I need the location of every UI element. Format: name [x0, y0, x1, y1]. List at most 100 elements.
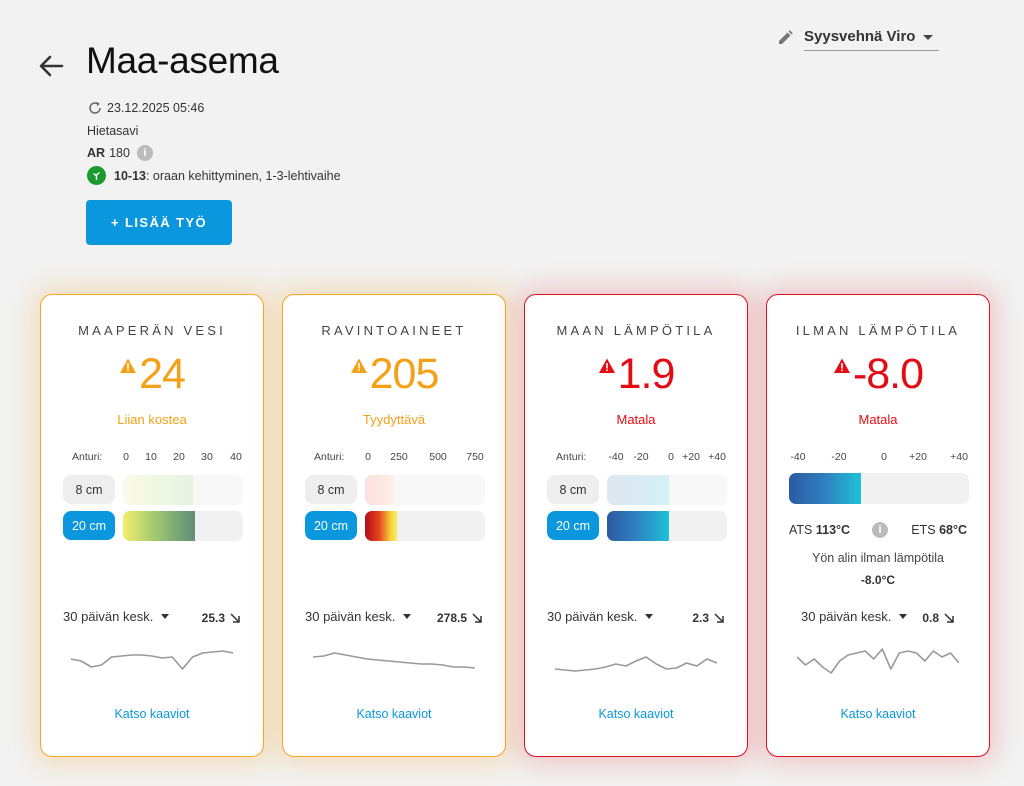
- scale-tick: 10: [145, 451, 157, 463]
- card-value: 24: [41, 350, 263, 399]
- sensor-bar-8cm: [123, 475, 243, 505]
- station-meta: 23.12.2025 05:46 Hietasavi AR 180 i 10-1…: [87, 97, 341, 187]
- card-title: ILMAN LÄMPÖTILA: [795, 323, 961, 338]
- sparkline-path: [797, 648, 959, 674]
- card-title: RAVINTOAINEET: [321, 323, 467, 338]
- stage-description: : oraan kehittyminen, 1-3-lehtivaihe: [145, 168, 341, 183]
- view-charts-link[interactable]: Katso kaaviot: [598, 707, 674, 721]
- sparkline-chart: [313, 652, 475, 669]
- trend-down-arrow-icon: [714, 613, 724, 623]
- air-temp-bar: [789, 473, 969, 504]
- scale-tick: 0: [365, 451, 371, 463]
- ar-label: AR: [87, 146, 106, 160]
- sensor-bar-8cm: [365, 475, 485, 505]
- scale-label: Anturi:: [72, 451, 103, 463]
- scale-tick: 250: [390, 451, 408, 463]
- scale-tick: +20: [682, 451, 700, 463]
- sparkline-path: [555, 656, 717, 672]
- view-charts-link[interactable]: Katso kaaviot: [114, 707, 190, 721]
- scale-tick: +40: [950, 451, 968, 463]
- sensor-bar-8cm: [607, 475, 727, 505]
- back-button[interactable]: [36, 50, 68, 82]
- view-charts-link[interactable]: Katso kaaviot: [840, 707, 916, 721]
- depth-toggle-20cm[interactable]: 20 cm: [305, 511, 357, 540]
- updated-timestamp: 23.12.2025 05:46: [107, 101, 205, 115]
- scale-tick: -20: [633, 451, 649, 463]
- depth-toggle-8cm[interactable]: 8 cm: [63, 475, 115, 504]
- avg-value: 2.3: [692, 611, 725, 625]
- depth-toggle-20cm[interactable]: 20 cm: [63, 511, 115, 540]
- stage-code: 10-13: [114, 168, 146, 183]
- plant-stage-icon: [87, 166, 106, 186]
- warning-triangle-icon: [833, 358, 850, 373]
- avg-period-dropdown[interactable]: 30 päivän kesk.: [547, 609, 654, 624]
- info-icon[interactable]: i: [872, 522, 888, 538]
- card-status: Tyydyttävä: [362, 412, 426, 427]
- add-work-button[interactable]: + LISÄÄ TYÖ: [86, 200, 232, 245]
- scale-tick: +20: [909, 451, 927, 463]
- scale-tick: -40: [608, 451, 624, 463]
- avg-period-dropdown[interactable]: 30 päivän kesk.: [63, 609, 170, 624]
- sparkline-chart: [71, 650, 233, 670]
- ets-value: 68°C: [939, 523, 967, 537]
- avg-period-dropdown[interactable]: 30 päivän kesk.: [305, 609, 412, 624]
- ets-label: ETS: [911, 523, 936, 537]
- card-value: 205: [283, 350, 505, 399]
- scale-tick: 30: [201, 451, 213, 463]
- card-status: Liian kostea: [117, 412, 187, 427]
- card-soil-temperature: MAAN LÄMPÖTILA 1.9 Matala Anturi: -40 -2…: [524, 294, 748, 757]
- card-title: MAAN LÄMPÖTILA: [556, 323, 716, 338]
- chevron-down-icon: [161, 614, 170, 619]
- card-value: 1.9: [525, 350, 747, 399]
- avg-period-dropdown[interactable]: 30 päivän kesk.: [801, 609, 908, 624]
- warning-triangle-icon: [350, 358, 367, 373]
- card-title: MAAPERÄN VESI: [78, 323, 226, 338]
- trend-down-arrow-icon: [230, 613, 240, 623]
- scale-tick: 0: [123, 451, 129, 463]
- ar-value: 180: [109, 146, 130, 160]
- night-min-value: -8.0°C: [860, 573, 896, 587]
- scale-tick: -20: [831, 451, 847, 463]
- ats-value: 113°C: [815, 523, 851, 537]
- sparkline-chart: [797, 648, 959, 674]
- crop-selector[interactable]: Syysvehnä Viro: [776, 24, 940, 52]
- depth-toggle-8cm[interactable]: 8 cm: [305, 475, 357, 504]
- scale-label: Anturi:: [556, 451, 587, 463]
- depth-toggle-20cm[interactable]: 20 cm: [547, 511, 599, 540]
- pencil-icon: [779, 30, 793, 44]
- scale-tick: 500: [429, 451, 447, 463]
- page-title: Maa-asema: [86, 40, 279, 81]
- warning-triangle-icon: [598, 358, 615, 373]
- arrow-left-icon: [39, 55, 64, 77]
- scale-tick: 40: [230, 451, 242, 463]
- soil-type: Hietasavi: [87, 123, 139, 138]
- scale-tick: 0: [668, 451, 674, 463]
- info-icon[interactable]: i: [136, 145, 153, 162]
- scale-tick: 750: [466, 451, 484, 463]
- sensor-bar-20cm: [607, 511, 727, 541]
- chevron-down-icon: [645, 614, 654, 619]
- scale-tick: +40: [708, 451, 726, 463]
- sensor-bar-20cm: [123, 511, 243, 541]
- crop-selector-value: Syysvehnä Viro: [804, 27, 916, 45]
- scale-tick: -40: [790, 451, 806, 463]
- trend-down-arrow-icon: [472, 613, 482, 623]
- sparkline-path: [71, 650, 233, 670]
- scale-tick: 0: [881, 451, 887, 463]
- chevron-down-icon: [923, 34, 934, 40]
- card-value: -8.0: [767, 350, 989, 399]
- card-air-temperature: ILMAN LÄMPÖTILA -8.0 Matala -40 -20 0 +2…: [766, 294, 990, 757]
- sparkline-path: [313, 652, 475, 669]
- chevron-down-icon: [403, 614, 412, 619]
- scale-tick: 20: [173, 451, 185, 463]
- trend-down-arrow-icon: [944, 613, 954, 623]
- depth-toggle-8cm[interactable]: 8 cm: [547, 475, 599, 504]
- card-status: Matala: [858, 412, 898, 427]
- view-charts-link[interactable]: Katso kaaviot: [356, 707, 432, 721]
- ats-label: ATS: [789, 523, 813, 537]
- sparkline-chart: [555, 656, 717, 672]
- card-soil-moisture: MAAPERÄN VESI 24 Liian kostea Anturi: 0 …: [40, 294, 264, 757]
- chevron-down-icon: [899, 614, 908, 619]
- refresh-icon: [89, 102, 101, 114]
- card-nutrients: RAVINTOAINEET 205 Tyydyttävä Anturi: 0 2…: [282, 294, 506, 757]
